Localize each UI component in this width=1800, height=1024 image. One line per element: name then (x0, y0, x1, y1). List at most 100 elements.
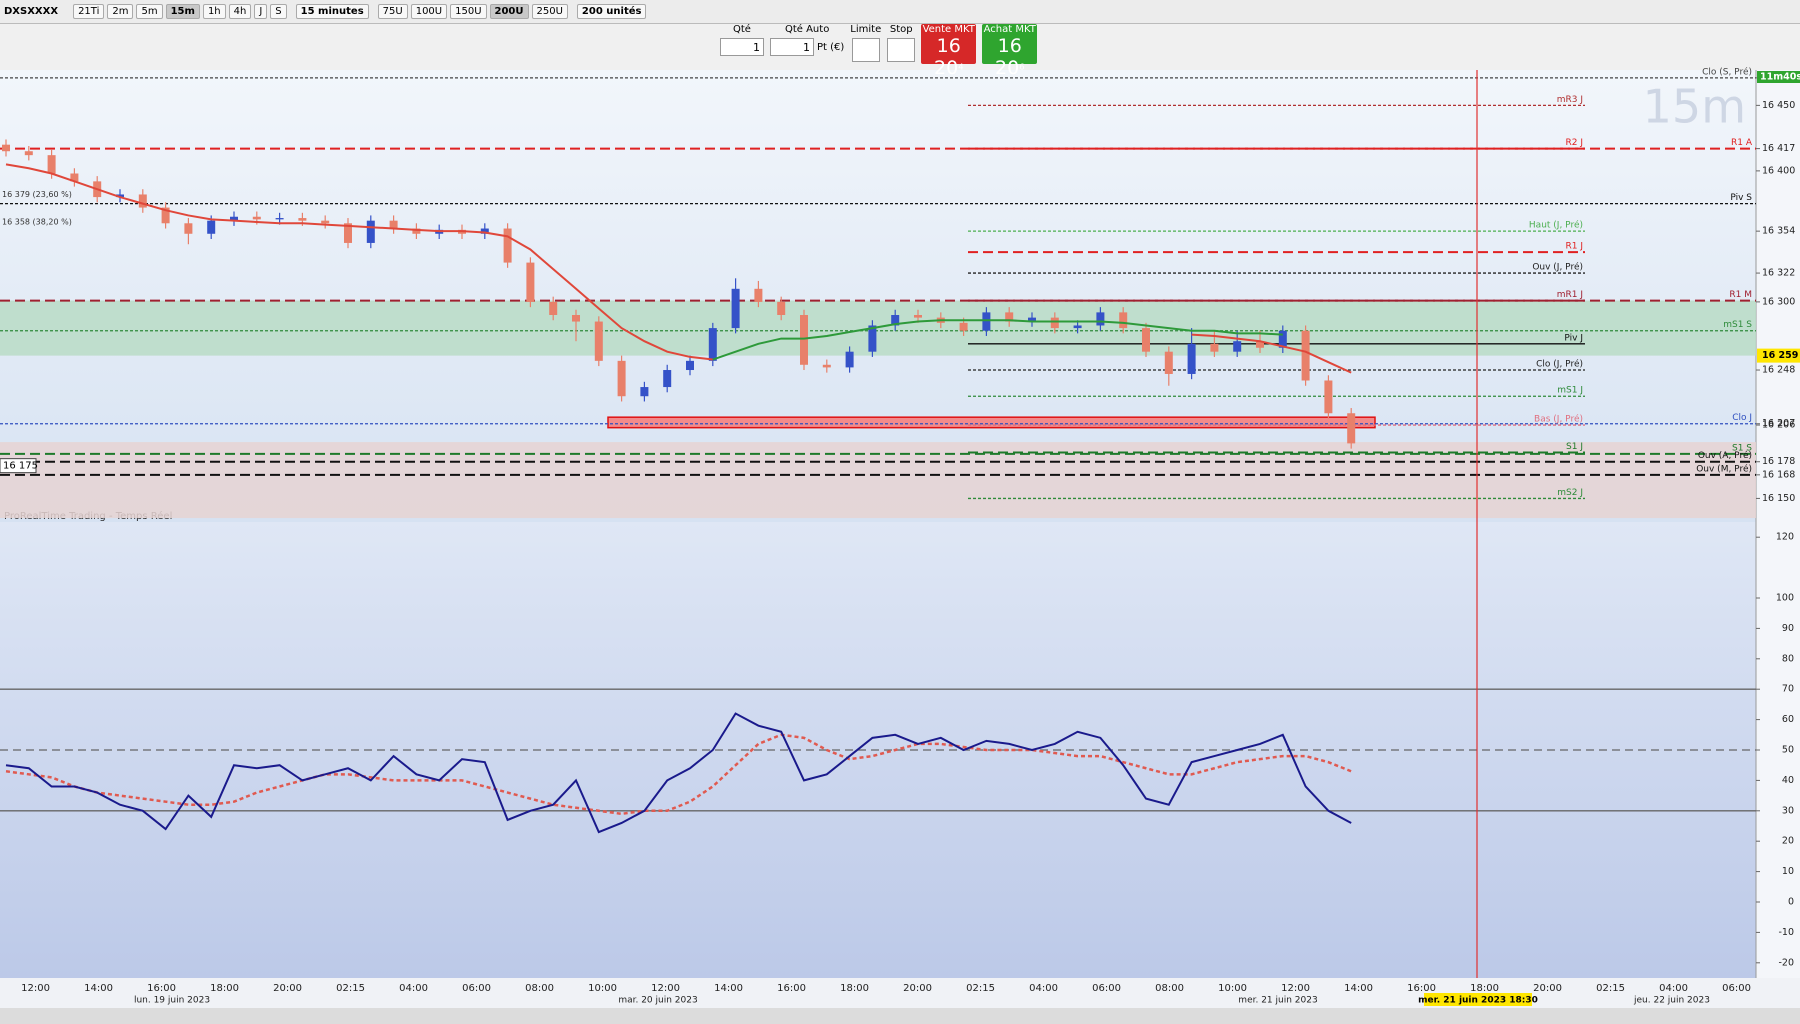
candle-body (1028, 317, 1036, 322)
candle-body (230, 216, 238, 221)
timeframe[interactable]: 15 minutes (295, 4, 369, 19)
units-select[interactable]: 200 unités (576, 4, 647, 19)
period-button[interactable]: 1h (202, 4, 226, 19)
limit[interactable]: Limite (850, 24, 882, 35)
candle-body (1210, 343, 1219, 352)
x-tick-label: 18:00 (840, 983, 869, 994)
candle-body (252, 216, 261, 220)
y-tick-label: 80 (1782, 653, 1794, 664)
candle-body (1096, 312, 1105, 326)
candle-body (207, 220, 216, 234)
level-label: mR3 J (1557, 95, 1583, 105)
y-tick-label: 16 322 (1762, 268, 1795, 279)
x-tick-label: 10:00 (588, 983, 617, 994)
level-label: Bas (J, Pré) (1534, 414, 1583, 425)
unit-group: 75U 100U 150U 200U 250U (377, 4, 568, 19)
period-button[interactable]: J (254, 4, 268, 19)
candle-body (1119, 312, 1128, 329)
y-tick-label: -20 (1778, 957, 1794, 968)
x-tick-label: 20:00 (1533, 983, 1562, 994)
y-tick-label: 70 (1782, 684, 1794, 695)
candle-body (389, 220, 398, 229)
scrollbar[interactable] (0, 1008, 1800, 1024)
candle-body (70, 173, 79, 182)
instrument[interactable]: DXSXXXX (4, 6, 59, 17)
level-label: Haut (J, Pré) (1529, 220, 1583, 231)
candle-body (1073, 325, 1082, 329)
candle-body (184, 223, 193, 234)
candle-body (1164, 351, 1173, 374)
countdown-box (1757, 71, 1800, 83)
y-tick-label: 16 178 (1762, 456, 1795, 467)
period-button[interactable]: 5m (136, 4, 163, 19)
y-tick-label: 50 (1782, 745, 1794, 756)
candle-body (1187, 343, 1196, 374)
y-tick-label: 90 (1782, 623, 1794, 634)
current-price-box (1757, 348, 1800, 363)
qty-input[interactable]: 1 (720, 38, 764, 56)
period-button[interactable]: 4h (228, 4, 252, 19)
candle-body (982, 312, 991, 331)
candle-body (480, 228, 489, 234)
period-button[interactable]: S (270, 4, 287, 19)
order-panel: Qté 1 Qté Auto 1 Pt (€) Limite Stop Vente M… (720, 24, 1038, 79)
x-tick-label: 16:00 (777, 983, 806, 994)
x-tick-label: 12:00 (1281, 983, 1310, 994)
y-tick-label: 16 400 (1762, 165, 1795, 176)
x-tick-label: 08:00 (1155, 983, 1184, 994)
period-button[interactable]: 15m (165, 4, 200, 19)
y-tick-label: 16 150 (1762, 493, 1795, 504)
qty-auto-input[interactable]: 1 (770, 38, 814, 56)
y-tick-label: 120 (1776, 532, 1794, 543)
y-tick-label: 10 (1782, 866, 1794, 877)
candle-body (1347, 413, 1356, 444)
candle-body (640, 387, 649, 397)
x-tick-label: 06:00 (1722, 983, 1751, 994)
level-label: mS1 J (1557, 386, 1583, 396)
fib-label: 16 358 (38,20 %) (2, 217, 72, 226)
y-tick-label: 16 354 (1762, 226, 1795, 237)
candle-body (1301, 330, 1310, 381)
x-tick-label: 04:00 (399, 983, 428, 994)
candle-body (777, 301, 786, 315)
x-tick-label: 20:00 (273, 983, 302, 994)
candle-body (1278, 330, 1287, 348)
y-tick-label: 0 (1788, 897, 1794, 908)
stop[interactable]: Stop (889, 24, 913, 35)
candle-body (731, 288, 740, 329)
x-tick-label: 04:00 (1659, 983, 1688, 994)
candle-body (617, 360, 626, 397)
stop-icon[interactable] (887, 38, 916, 62)
candle-body (2, 144, 10, 152)
candle-body (1256, 341, 1264, 348)
unit-button[interactable]: 75U (377, 4, 408, 19)
qty-label: Qté (733, 24, 751, 35)
countdown: 11m40s (1760, 72, 1800, 83)
unit-button[interactable]: 250U (531, 4, 568, 19)
sell-sup: 4 (958, 61, 964, 72)
x-tick-label: 04:00 (1029, 983, 1058, 994)
unit-button[interactable]: 100U (410, 4, 448, 19)
y-tick-label: 16 248 (1762, 365, 1795, 376)
candle-body (412, 228, 421, 234)
limit-icon[interactable] (851, 38, 880, 62)
candle-body (503, 228, 512, 263)
watermark: 15m (1643, 80, 1746, 134)
cursor-date-box (1424, 993, 1532, 1006)
level-label: Ouv (M, Pré) (1696, 463, 1752, 474)
x-tick-label: 16:00 (147, 983, 176, 994)
buy-button[interactable]: Achat MKT 16 206 (982, 24, 1038, 79)
period-button[interactable]: 2m (107, 4, 134, 19)
unit-button[interactable]: 150U (450, 4, 487, 19)
level-label: Clo (J, Pré) (1536, 359, 1583, 370)
candle-body (822, 364, 831, 368)
sell-button[interactable]: Vente MKT 16 204 (921, 24, 977, 79)
y-tick-label: 40 (1782, 775, 1794, 786)
unit-button[interactable]: 200U (489, 4, 529, 19)
candle-body (161, 207, 170, 224)
period-button[interactable]: 21Ti (73, 4, 105, 19)
candle-body (914, 314, 922, 318)
candle-body (754, 288, 763, 302)
candle-body (800, 314, 808, 365)
